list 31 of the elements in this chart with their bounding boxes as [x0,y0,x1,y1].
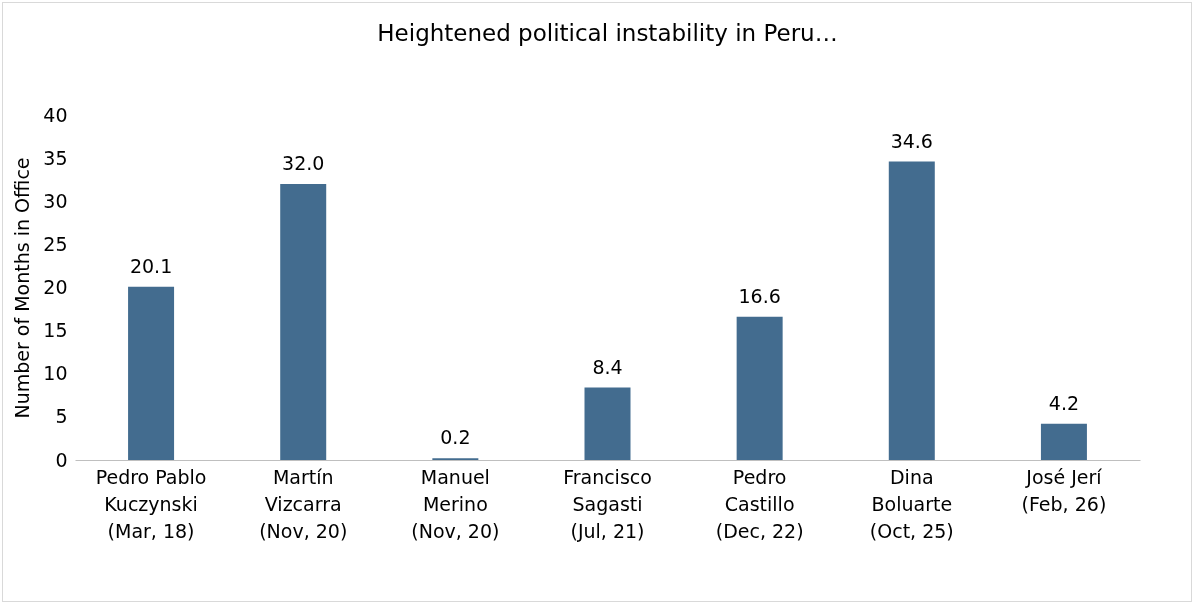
y-tick-label: 40 [43,103,68,126]
data-label: 16.6 [738,284,781,307]
data-label: 34.6 [890,129,933,152]
x-tick-label: Pedro Castillo (Dec, 22) [715,465,804,542]
y-axis-title: Number of Months in Office [11,157,34,419]
y-tick-label: 30 [43,189,68,212]
bar [128,286,175,460]
bar [280,184,327,460]
bar [736,316,783,460]
y-tick-label: 25 [43,232,68,255]
x-tick-label: Dina Boluarte (Oct, 25) [869,465,954,542]
y-tick-label: 10 [43,362,68,385]
data-label: 8.4 [592,355,623,378]
y-tick-label: 35 [43,146,68,169]
data-label: 0.2 [440,426,471,449]
x-tick-label: Pedro Pablo Kuczynski (Mar, 18) [95,465,207,542]
bar [584,387,631,460]
data-label: 20.1 [129,254,173,277]
y-tick-label: 20 [43,276,68,298]
x-tick-label: Francisco Sagasti (Jul, 21) [563,465,652,542]
x-tick-label: Martín Vizcarra (Nov, 20) [259,465,348,542]
y-tick-label: 5 [55,405,68,428]
y-tick-label: 0 [55,448,68,471]
bar [888,161,935,460]
chart-title: Heightened political instability in Peru… [377,20,838,46]
data-label: 4.2 [1048,391,1080,414]
x-tick-label: Manuel Merino (Nov, 20) [411,465,500,542]
y-tick-label: 15 [43,319,68,342]
data-label: 32.0 [282,152,325,174]
x-tick-label: José Jerí (Feb, 26) [1021,465,1107,515]
bar [1040,423,1087,460]
